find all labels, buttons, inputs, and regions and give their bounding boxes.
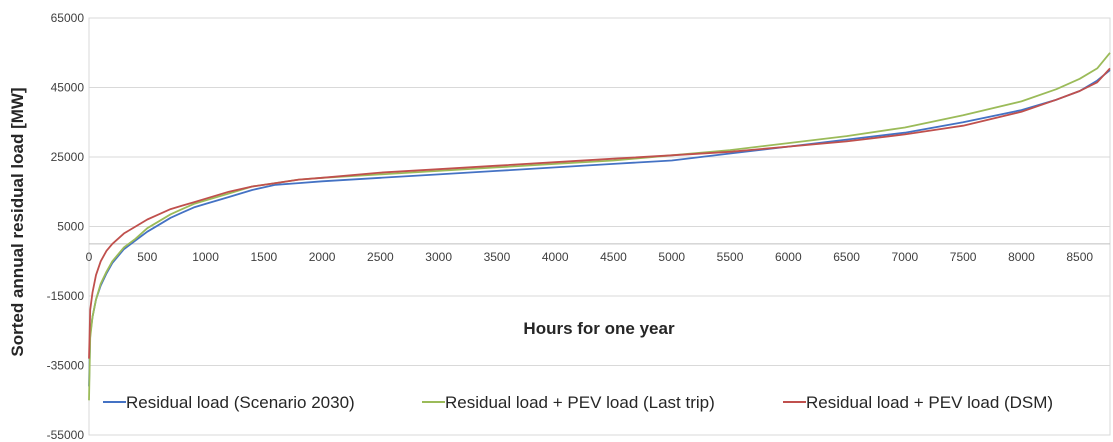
legend-label-last-trip: Residual load + PEV load (Last trip) [445,393,715,412]
x-tick-label: 5000 [658,250,685,264]
legend-label-dsm: Residual load + PEV load (DSM) [806,393,1053,412]
y-axis-tick-labels: 65000 45000 25000 5000 -15000 -35000 -55000 [47,11,85,442]
x-tick-label: 0 [86,250,93,264]
y-tick-label: 25000 [51,150,85,164]
y-axis-title: Sorted annual residual load [MW] [8,87,27,356]
x-tick-label: 3500 [484,250,511,264]
x-tick-label: 1500 [250,250,277,264]
x-tick-label: 7500 [950,250,977,264]
y-tick-label: 5000 [57,220,84,234]
x-tick-label: 8000 [1008,250,1035,264]
x-tick-label: 1000 [192,250,219,264]
series-lines [88,52,1111,401]
x-tick-label: 5500 [717,250,744,264]
legend-label-scenario-2030: Residual load (Scenario 2030) [126,393,355,412]
x-tick-label: 6000 [775,250,802,264]
x-tick-label: 7000 [892,250,919,264]
y-tick-label: 45000 [51,81,85,95]
y-tick-label: -15000 [47,289,85,303]
x-axis-title: Hours for one year [523,319,675,338]
x-tick-label: 2000 [309,250,336,264]
x-tick-label: 8500 [1066,250,1093,264]
x-tick-label: 500 [137,250,157,264]
x-tick-label: 4000 [542,250,569,264]
y-tick-label: 65000 [51,11,85,25]
x-tick-label: 6500 [833,250,860,264]
y-tick-label: -55000 [47,428,85,442]
x-axis-tick-labels: 0 500 1000 1500 2000 2500 3000 3500 4000 4500 5000… [86,250,1094,264]
gridlines [89,17,1110,436]
x-tick-label: 3000 [425,250,452,264]
series-line-dsm [88,67,1111,359]
y-tick-label: -35000 [47,359,85,373]
x-tick-label: 2500 [367,250,394,264]
legend: Residual load (Scenario 2030) Residual l… [103,393,1053,412]
x-tick-label: 4500 [600,250,627,264]
